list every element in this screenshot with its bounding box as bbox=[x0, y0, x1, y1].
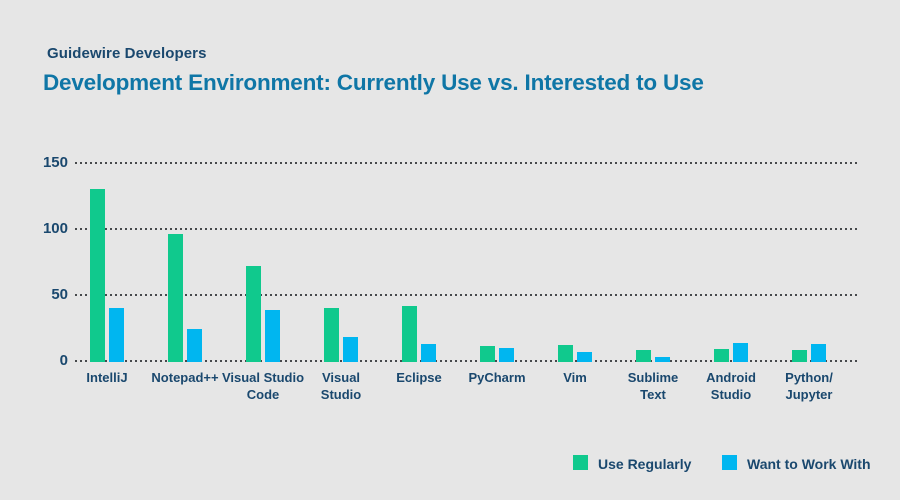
chart-title: Development Environment: Currently Use v… bbox=[43, 70, 704, 95]
gridline-100 bbox=[75, 228, 858, 230]
bar-want-to-work-with bbox=[421, 344, 436, 362]
bar-use-regularly bbox=[558, 345, 573, 362]
bar-want-to-work-with bbox=[265, 310, 280, 362]
legend-label-use-regularly: Use Regularly bbox=[598, 456, 692, 472]
x-axis-label: Sublime Text bbox=[627, 370, 679, 402]
x-axis-label: Notepad++ bbox=[151, 370, 219, 385]
x-axis-label: PyCharm bbox=[468, 370, 526, 385]
bar-use-regularly bbox=[90, 189, 105, 362]
gridline-0 bbox=[75, 360, 858, 362]
bar-use-regularly bbox=[636, 350, 651, 362]
gridline-150 bbox=[75, 162, 858, 164]
bar-use-regularly bbox=[246, 266, 261, 362]
x-axis-label: Visual Studio bbox=[320, 370, 362, 402]
x-axis-label: IntelliJ bbox=[86, 370, 128, 385]
bar-use-regularly bbox=[168, 234, 183, 362]
bar-use-regularly bbox=[402, 306, 417, 362]
bar-want-to-work-with bbox=[811, 344, 826, 362]
bar-want-to-work-with bbox=[577, 352, 592, 362]
bar-want-to-work-with bbox=[733, 343, 748, 362]
legend-item-use-regularly: Use Regularly bbox=[573, 455, 743, 472]
bar-want-to-work-with bbox=[499, 348, 514, 362]
x-axis-label: Vim bbox=[563, 370, 587, 385]
bar-want-to-work-with bbox=[343, 337, 358, 362]
bar-use-regularly bbox=[792, 350, 807, 362]
legend-item-want-to-work-with: Want to Work With bbox=[722, 455, 892, 472]
y-tick-label: 150 bbox=[42, 154, 68, 171]
legend-swatch-want-to-work-with bbox=[722, 455, 737, 470]
bar-want-to-work-with bbox=[109, 308, 124, 362]
y-tick-label: 100 bbox=[42, 220, 68, 237]
gridline-50 bbox=[75, 294, 858, 296]
y-tick-label: 0 bbox=[59, 352, 68, 369]
bar-want-to-work-with bbox=[655, 357, 670, 362]
x-axis-label: Android Studio bbox=[706, 370, 756, 402]
bar-use-regularly bbox=[324, 308, 339, 362]
legend-label-want-to-work-with: Want to Work With bbox=[747, 456, 871, 472]
y-tick-label: 50 bbox=[51, 286, 68, 303]
bar-use-regularly bbox=[480, 346, 495, 362]
legend-swatch-use-regularly bbox=[573, 455, 588, 470]
x-axis-label: Python/Jupyter bbox=[785, 370, 833, 402]
bar-use-regularly bbox=[714, 349, 729, 362]
x-axis-label: Visual Studio Code bbox=[221, 370, 305, 402]
x-axis-label: Eclipse bbox=[396, 370, 442, 385]
bar-want-to-work-with bbox=[187, 329, 202, 362]
chart-eyebrow: Guidewire Developers bbox=[47, 45, 207, 62]
